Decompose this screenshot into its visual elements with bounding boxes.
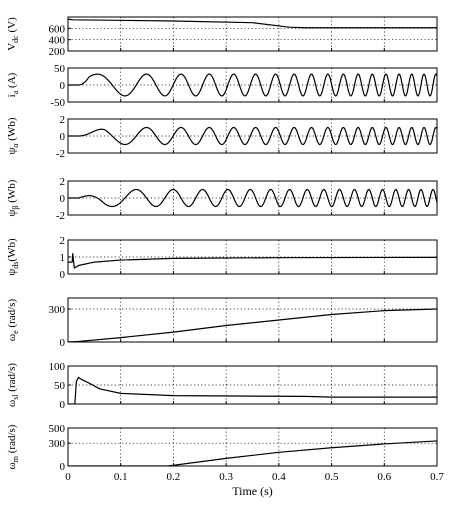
panel-omega-sl: 0 50 100 ωsl (rad/s) [6,361,438,411]
y-axis-label: ωm (rad/s) [6,424,20,469]
y-tick-label: 1 [60,252,66,264]
series-line-psi-ds [68,253,437,269]
y-label-symbol: i [6,94,18,97]
y-tick-label: 0 [60,269,66,281]
y-label-unit: (rad/s) [6,299,18,331]
x-tick-label: 0.1 [114,471,128,483]
y-label-subscript: a [11,90,20,94]
y-tick-label: 2 [60,176,66,188]
y-tick-label: 0 [60,131,66,143]
x-axis-title: Time (s) [232,484,273,498]
series-line-omega-sl [68,376,437,404]
y-label-subscript: β [11,206,20,210]
y-axis-label: Vdc (V) [6,17,20,51]
series-line-omega-e [68,308,437,342]
plot-frame [67,427,438,467]
y-axis-label: ωe (rad/s) [6,299,20,342]
y-label-subscript: ds [11,262,20,269]
y-label-symbol: ω [6,334,18,341]
x-tick-label: 0.7 [430,471,444,483]
y-tick-label: 0 [60,337,66,349]
panel-omega-m: 0 300 500 ωm (rad/s) [6,423,438,473]
y-label-symbol: V [6,43,18,51]
y-tick-label: 0 [60,80,66,92]
y-tick-label: 100 [49,361,66,373]
y-tick-label: 2 [60,235,66,247]
series-line-omega-m [68,440,437,466]
y-label-unit: (Wb) [6,179,18,205]
y-tick-label: 50 [54,380,66,392]
y-tick-label: 0 [60,399,66,411]
y-axis-label: ωsl (rad/s) [6,363,20,407]
y-label-subscript: e [11,330,20,334]
y-label-unit: (Wb) [6,238,18,262]
y-tick-label: -2 [56,210,65,222]
y-tick-label: 400 [49,35,66,47]
y-tick-label: -50 [50,97,65,109]
y-label-subscript: α [11,143,20,148]
y-label-symbol: ψ [6,209,18,216]
x-tick-label: 0.6 [377,471,391,483]
panel-ia: -50 0 50 ia (A) [6,63,438,109]
y-tick-label: 50 [54,63,66,75]
y-axis-label: ia (A) [6,72,20,97]
y-axis-label: ψα (Wb) [6,117,20,154]
y-label-subscript: dc [11,35,20,43]
panel-psi-beta: -2 0 2 ψβ (Wb) [6,176,438,222]
y-tick-label: 0 [60,461,66,473]
panel-omega-e: 0 300 ωe (rad/s) [6,297,438,349]
y-label-unit: (Wb) [6,117,18,143]
y-tick-label: 200 [49,46,66,58]
series-line-psi-beta [68,188,437,208]
y-tick-label: 2 [60,114,66,126]
plot-frame [67,16,438,52]
panel-psi-alpha: -2 0 2 ψα (Wb) [6,114,438,160]
y-tick-label: -2 [56,148,65,160]
y-tick-label: 0 [60,193,66,205]
y-axis-label: ψds(Wb) [6,238,20,276]
x-tick-label: 0.4 [272,471,286,483]
y-label-subscript: sl [11,394,20,400]
series-line-psi-alpha [68,126,437,146]
y-label-symbol: ω [6,400,18,407]
panel-psi-ds: 0 1 2 ψds(Wb) [6,235,438,281]
y-label-symbol: ψ [6,148,18,155]
plot-frame [67,297,438,343]
x-tick-label: 0 [65,471,71,483]
y-label-unit: (rad/s) [6,424,18,456]
y-label-subscript: m [11,455,20,462]
y-tick-label: 600 [49,23,66,35]
y-label-unit: (V) [6,17,18,35]
y-label-unit: (A) [6,72,18,90]
x-tick-label: 0.2 [167,471,181,483]
y-tick-label: 500 [49,423,66,435]
series-line-ia [68,73,437,97]
series-line-vdc [68,18,437,29]
y-axis-label: ψβ (Wb) [6,179,20,216]
x-tick-label: 0.3 [219,471,233,483]
y-label-symbol: ω [6,462,18,469]
y-tick-label: 300 [49,438,66,450]
y-label-unit: (rad/s) [6,363,18,395]
x-tick-label: 0.5 [325,471,339,483]
y-tick-label: 300 [49,304,66,316]
y-label-symbol: ψ [6,269,18,276]
